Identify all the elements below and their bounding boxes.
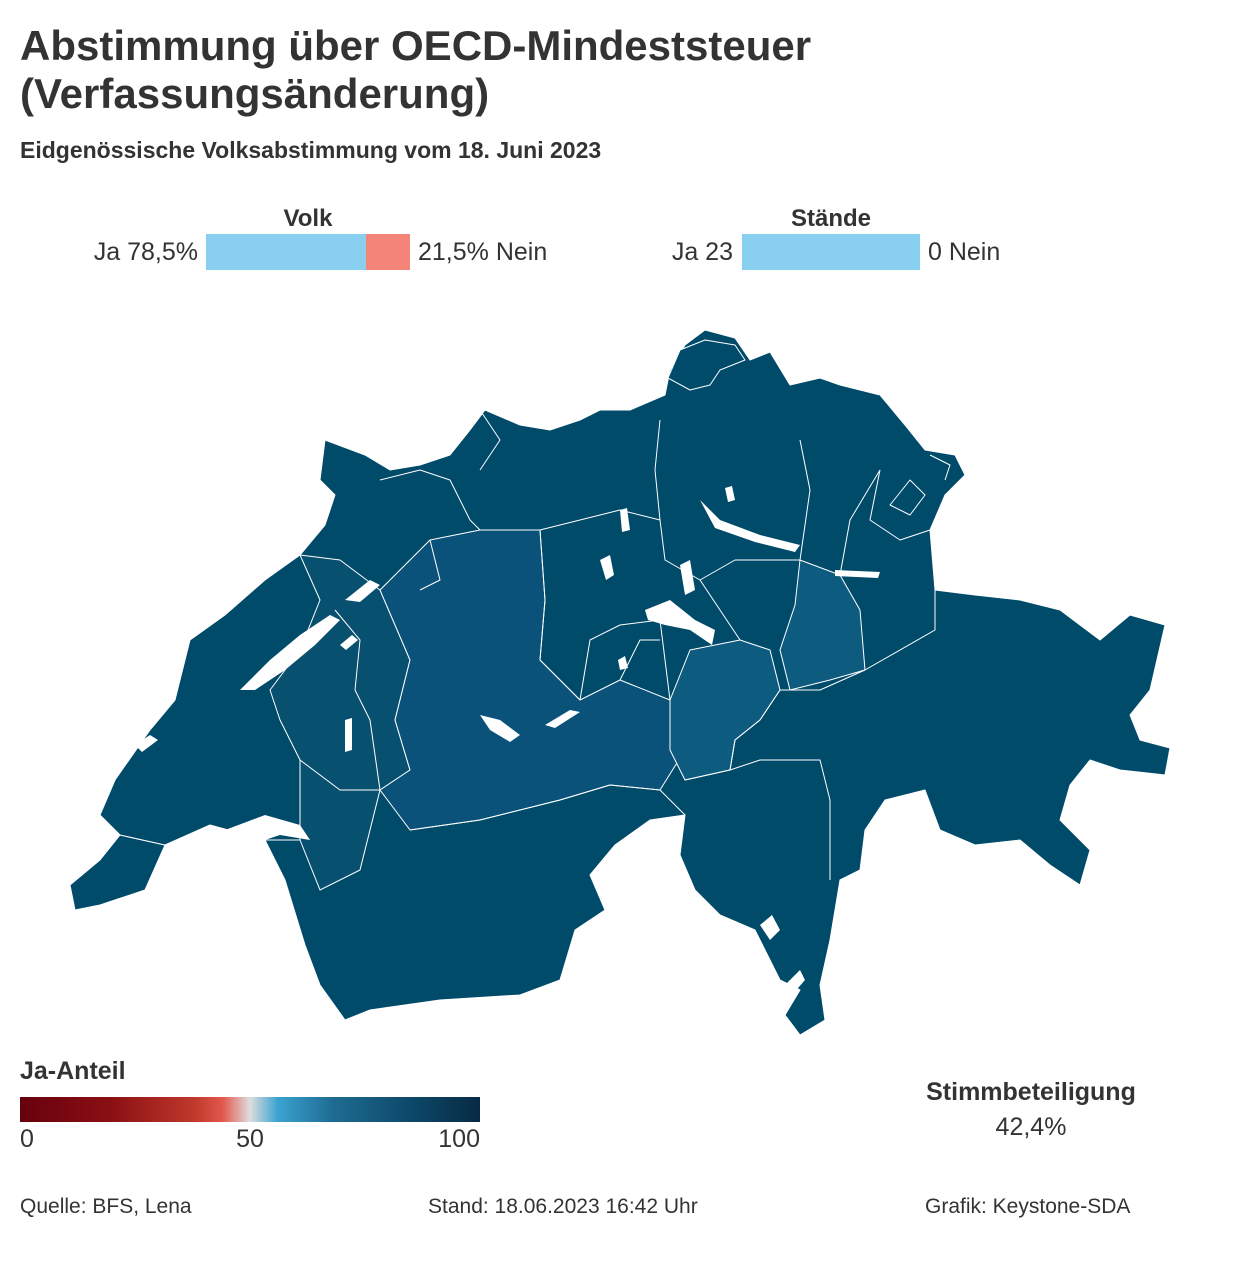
volk-nein-bar (366, 234, 410, 270)
chart-subtitle: Eidgenössische Volksabstimmung vom 18. J… (20, 137, 602, 163)
map-region-schaffhausen (667, 339, 746, 391)
switzerland-map (69, 329, 1171, 1036)
volk-heading: Volk (283, 205, 333, 232)
lake-greifen (725, 486, 735, 502)
lake-brienz (545, 710, 580, 728)
chart-title: Abstimmung über OECD-Mindeststeuer (Verf… (20, 22, 812, 117)
turnout-label: Stimmbeteiligung (926, 1078, 1136, 1106)
legend-color-scale (20, 1097, 480, 1122)
footer-source: Quelle: BFS, Lena (20, 1195, 192, 1218)
lake-biel (345, 580, 380, 602)
volk-nein-label: 21,5% Nein (418, 238, 548, 266)
lake-lugano (785, 970, 805, 995)
footer-stand: Stand: 18.06.2023 16:42 Uhr (428, 1195, 698, 1218)
lake-zug (680, 560, 695, 595)
volk-ja-bar (206, 234, 367, 270)
volk-ja-label: Ja 78,5% (93, 238, 198, 266)
lake-sempach (600, 555, 614, 580)
lake-gruyere (345, 718, 352, 752)
staende-nein-label: 0 Nein (928, 238, 1001, 266)
lake-walen (835, 570, 880, 578)
lake-murten (340, 635, 358, 650)
staende-ja-label: Ja 23 (671, 238, 733, 266)
legend-tick-50: 50 (236, 1125, 264, 1153)
lake-sarnen (618, 656, 628, 670)
volk-result-bar (206, 234, 410, 270)
lake-hallwil (620, 508, 630, 532)
lake-geneva (225, 815, 310, 850)
legend-tick-100: 100 (438, 1125, 480, 1153)
lakes (135, 486, 880, 995)
lake-joux (135, 735, 158, 752)
lake-zurich (700, 500, 800, 552)
lake-maggiore (760, 915, 780, 940)
lake-lucerne (645, 600, 715, 645)
staende-ja-bar (742, 234, 920, 270)
staende-result-bar (742, 234, 920, 270)
turnout-value: 42,4% (995, 1113, 1067, 1141)
map-region-vaud (99, 554, 321, 846)
footer-grafik: Grafik: Keystone-SDA (925, 1195, 1131, 1218)
canton-borders (299, 409, 951, 880)
lake-neuchatel (240, 615, 340, 690)
map-region-glarus (779, 559, 866, 691)
staende-heading: Stände (790, 205, 871, 232)
legend-title: Ja-Anteil (20, 1057, 126, 1085)
lake-thun (480, 715, 520, 742)
legend-tick-0: 0 (20, 1125, 34, 1153)
